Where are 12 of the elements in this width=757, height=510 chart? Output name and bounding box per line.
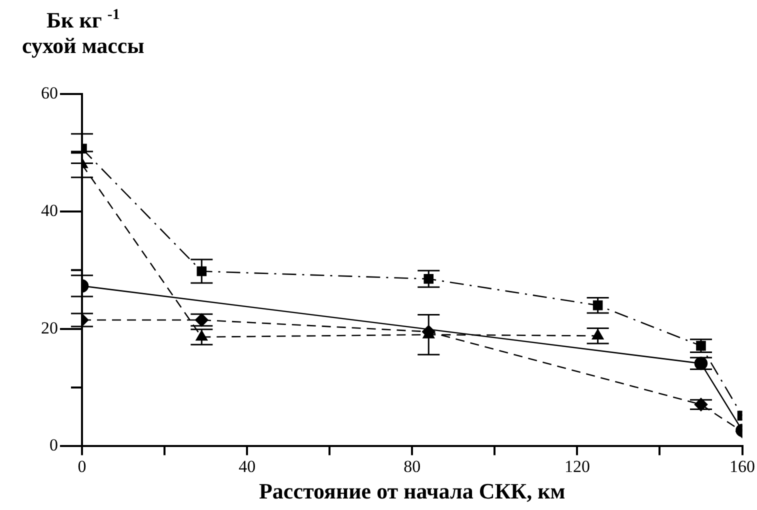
x-axis-title: Расстояние от начала СКК, км	[258, 478, 566, 504]
y-axis-title: Бк кг $^{-1}$ сухой массы	[22, 6, 144, 60]
x-tick-label: 40	[238, 456, 256, 476]
x-tick-label: 0	[78, 456, 86, 476]
x-tick-label: 120	[564, 456, 590, 476]
x-tick-label: 80	[404, 456, 421, 476]
point	[424, 274, 434, 284]
x-tick-label: 160	[730, 456, 755, 476]
y-tick-label: 40	[41, 200, 58, 220]
y-tick-label: 0	[50, 436, 58, 455]
y-tick-label: 20	[41, 318, 58, 338]
y-tick-label: 60	[41, 83, 58, 102]
